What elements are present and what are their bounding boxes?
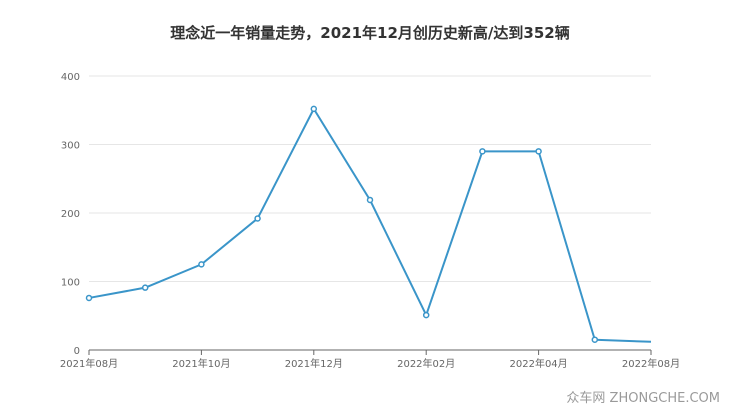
data-point	[535, 148, 542, 155]
series-line	[88, 107, 652, 343]
x-tick-label: 2022年08月	[622, 357, 680, 370]
data-point	[422, 311, 430, 319]
watermark: 众车网 ZHONGCHE.COM	[566, 390, 720, 406]
data-points	[85, 105, 599, 343]
data-point	[85, 294, 93, 302]
x-tick-label: 2021年08月	[60, 357, 118, 370]
x-tick-label: 2022年02月	[397, 357, 455, 370]
data-point	[254, 215, 261, 222]
y-axis: 0 100 200 300 400	[61, 72, 80, 357]
y-tick-label: 400	[61, 72, 80, 83]
y-tick-label: 0	[74, 346, 80, 357]
x-tick-label: 2021年10月	[172, 357, 230, 370]
y-tick-label: 300	[61, 141, 80, 152]
x-tick-label: 2022年04月	[510, 357, 568, 370]
y-tick-label: 100	[61, 278, 80, 289]
data-point	[310, 105, 318, 113]
gridlines	[89, 75, 651, 351]
data-point	[198, 261, 205, 268]
x-axis: 2021年08月 2021年10月 2021年12月 2022年02月 2022年04月…	[60, 349, 680, 370]
data-point	[591, 336, 599, 343]
data-point	[141, 284, 149, 291]
data-point	[479, 148, 486, 155]
chart-title: 理念近一年销量走势，2021年12月创历史新高/达到352辆	[170, 24, 569, 42]
series-line	[88, 107, 652, 343]
data-point	[366, 196, 374, 204]
y-tick-label: 200	[61, 209, 80, 220]
x-tick-label: 2021年12月	[285, 357, 343, 370]
